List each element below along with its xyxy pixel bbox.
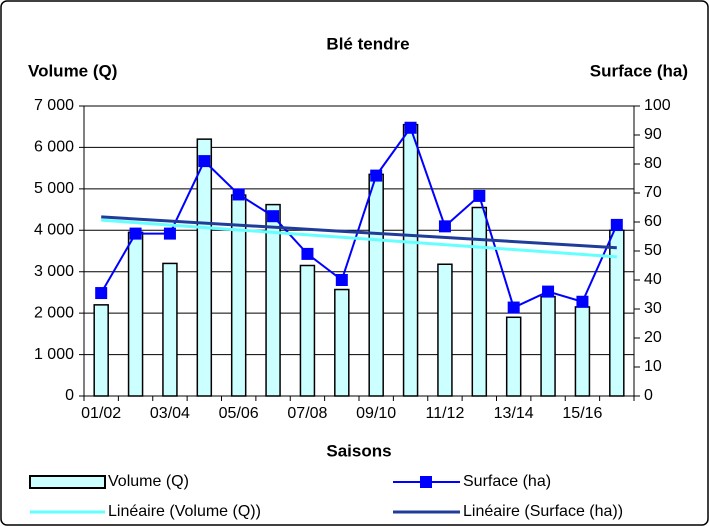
x-tick-label: 11/12 xyxy=(426,405,465,422)
marker xyxy=(404,121,417,134)
y2-tick-label: 20 xyxy=(644,329,662,346)
legend-swatch xyxy=(420,476,432,488)
line xyxy=(100,125,618,309)
y2-tick-label: 60 xyxy=(644,213,662,230)
marker xyxy=(198,155,211,168)
marker xyxy=(507,301,520,314)
y-tick-label: 6 000 xyxy=(34,139,74,156)
y2-tick-label: 10 xyxy=(644,358,662,375)
marker xyxy=(438,220,451,233)
y-tick-label: 0 xyxy=(65,387,74,404)
y-tick-label: 5 000 xyxy=(34,180,74,197)
bar xyxy=(265,203,281,397)
y2-tick-label: 0 xyxy=(644,387,653,404)
bar xyxy=(127,231,144,397)
x-tick-label: 09/10 xyxy=(356,405,396,422)
legend-label: Linéaire (Surface (ha)) xyxy=(463,503,623,520)
marker xyxy=(542,285,555,298)
y-tick-label: 7 000 xyxy=(34,97,74,114)
marker xyxy=(95,287,108,300)
marker xyxy=(301,247,314,260)
legend-swatch xyxy=(29,475,106,489)
legend-label: Surface (ha) xyxy=(463,473,551,490)
bar xyxy=(334,288,350,397)
x-tick-label: 03/04 xyxy=(150,405,190,422)
bar xyxy=(471,206,488,397)
y2-tick-label: 40 xyxy=(644,271,662,288)
legend-label: Volume (Q) xyxy=(108,473,189,490)
y2-tick-label: 80 xyxy=(644,155,662,172)
marker xyxy=(267,210,280,223)
bar xyxy=(368,173,384,397)
marker xyxy=(163,227,176,240)
marker xyxy=(129,227,142,240)
bar xyxy=(299,264,316,397)
x-tick-label: 15/16 xyxy=(562,405,602,422)
legend-label: Linéaire (Volume (Q)) xyxy=(108,503,261,520)
bar xyxy=(437,263,453,397)
bar xyxy=(162,262,178,397)
marker xyxy=(610,218,623,231)
bar xyxy=(540,295,556,397)
x-tick-label: 13/14 xyxy=(494,405,534,422)
bar xyxy=(93,304,109,397)
marker xyxy=(370,169,383,182)
trendline xyxy=(101,215,617,250)
marker xyxy=(335,274,348,286)
chart-title: Blé tendre xyxy=(326,34,409,53)
y2-tick-label: 70 xyxy=(644,184,662,201)
x-axis-label: Saisons xyxy=(326,441,391,460)
bar xyxy=(402,123,419,397)
marker xyxy=(232,188,245,201)
trendline xyxy=(101,218,617,259)
y-tick-label: 2 000 xyxy=(34,304,74,321)
y2-tick-label: 100 xyxy=(644,97,671,114)
bar xyxy=(196,138,213,397)
y2-axis-label: Surface (ha) xyxy=(590,61,688,80)
y2-tick-label: 30 xyxy=(644,300,662,317)
y-tick-label: 3 000 xyxy=(34,263,74,280)
x-tick-label: 05/06 xyxy=(219,405,259,422)
bar xyxy=(574,306,591,397)
y-axis-label: Volume (Q) xyxy=(28,61,117,80)
marker xyxy=(473,189,486,202)
y-tick-label: 4 000 xyxy=(34,222,74,239)
y2-tick-label: 90 xyxy=(644,126,662,143)
x-tick-label: 01/02 xyxy=(81,405,121,422)
y-tick-label: 1 000 xyxy=(34,346,74,363)
x-tick-label: 07/08 xyxy=(287,405,327,422)
marker xyxy=(576,295,589,308)
bar xyxy=(505,316,522,397)
y2-tick-label: 50 xyxy=(644,242,662,259)
